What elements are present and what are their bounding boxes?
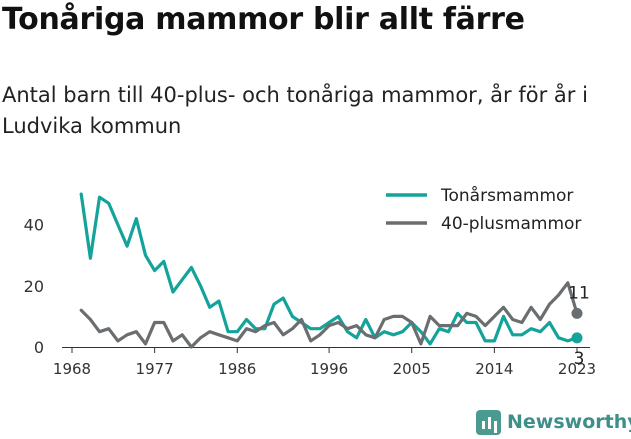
legend-label: Tonårsmammor — [440, 185, 573, 206]
x-tick-label: 2023 — [558, 360, 596, 378]
legend-label: 40-plusmammor — [441, 214, 581, 234]
series-line-plusmammor — [79, 281, 579, 349]
end-value-label: 3 — [574, 349, 585, 369]
y-tick-label: 40 — [24, 216, 44, 235]
brand[interactable]: Newsworthy — [476, 408, 631, 436]
newsworthy-logo-icon — [476, 409, 501, 435]
y-tick-label: 0 — [34, 338, 44, 357]
end-point — [571, 332, 583, 344]
x-tick-label: 2014 — [475, 360, 513, 378]
y-tick-label: 20 — [24, 277, 44, 296]
end-value-label: 11 — [568, 283, 590, 303]
brand-name: Newsworthy — [507, 411, 631, 433]
x-tick-label: 1968 — [53, 360, 91, 378]
chart-title: Tonåriga mammor blir allt färre — [2, 2, 525, 37]
end-point — [571, 307, 583, 319]
x-tick-label: 1977 — [136, 360, 174, 378]
x-tick-label: 1996 — [310, 360, 348, 378]
series-line-tonarsmammor — [79, 192, 579, 346]
x-tick-label: 1986 — [218, 360, 256, 378]
chart-subtitle: Antal barn till 40-plus- och tonåriga ma… — [2, 83, 588, 138]
x-tick-label: 2005 — [393, 360, 431, 378]
